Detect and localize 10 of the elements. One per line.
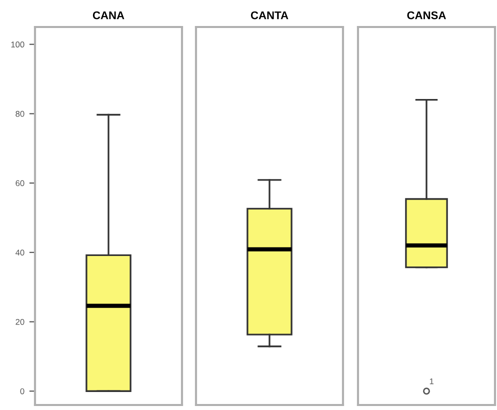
y-tick-label: 60 xyxy=(16,180,24,186)
annotation: 1 xyxy=(430,378,434,384)
x-tick-label: CANA xyxy=(92,11,124,20)
category-label: CANTA xyxy=(250,11,288,20)
category-label: CANSA xyxy=(407,11,446,20)
y-tick-label: 0 xyxy=(20,388,24,394)
y-tick-label: 20 xyxy=(16,318,24,325)
y-tick-label: 40 xyxy=(16,250,24,256)
y-tick-label: 100 xyxy=(11,42,24,48)
y-tick-label: 80 xyxy=(16,110,24,117)
